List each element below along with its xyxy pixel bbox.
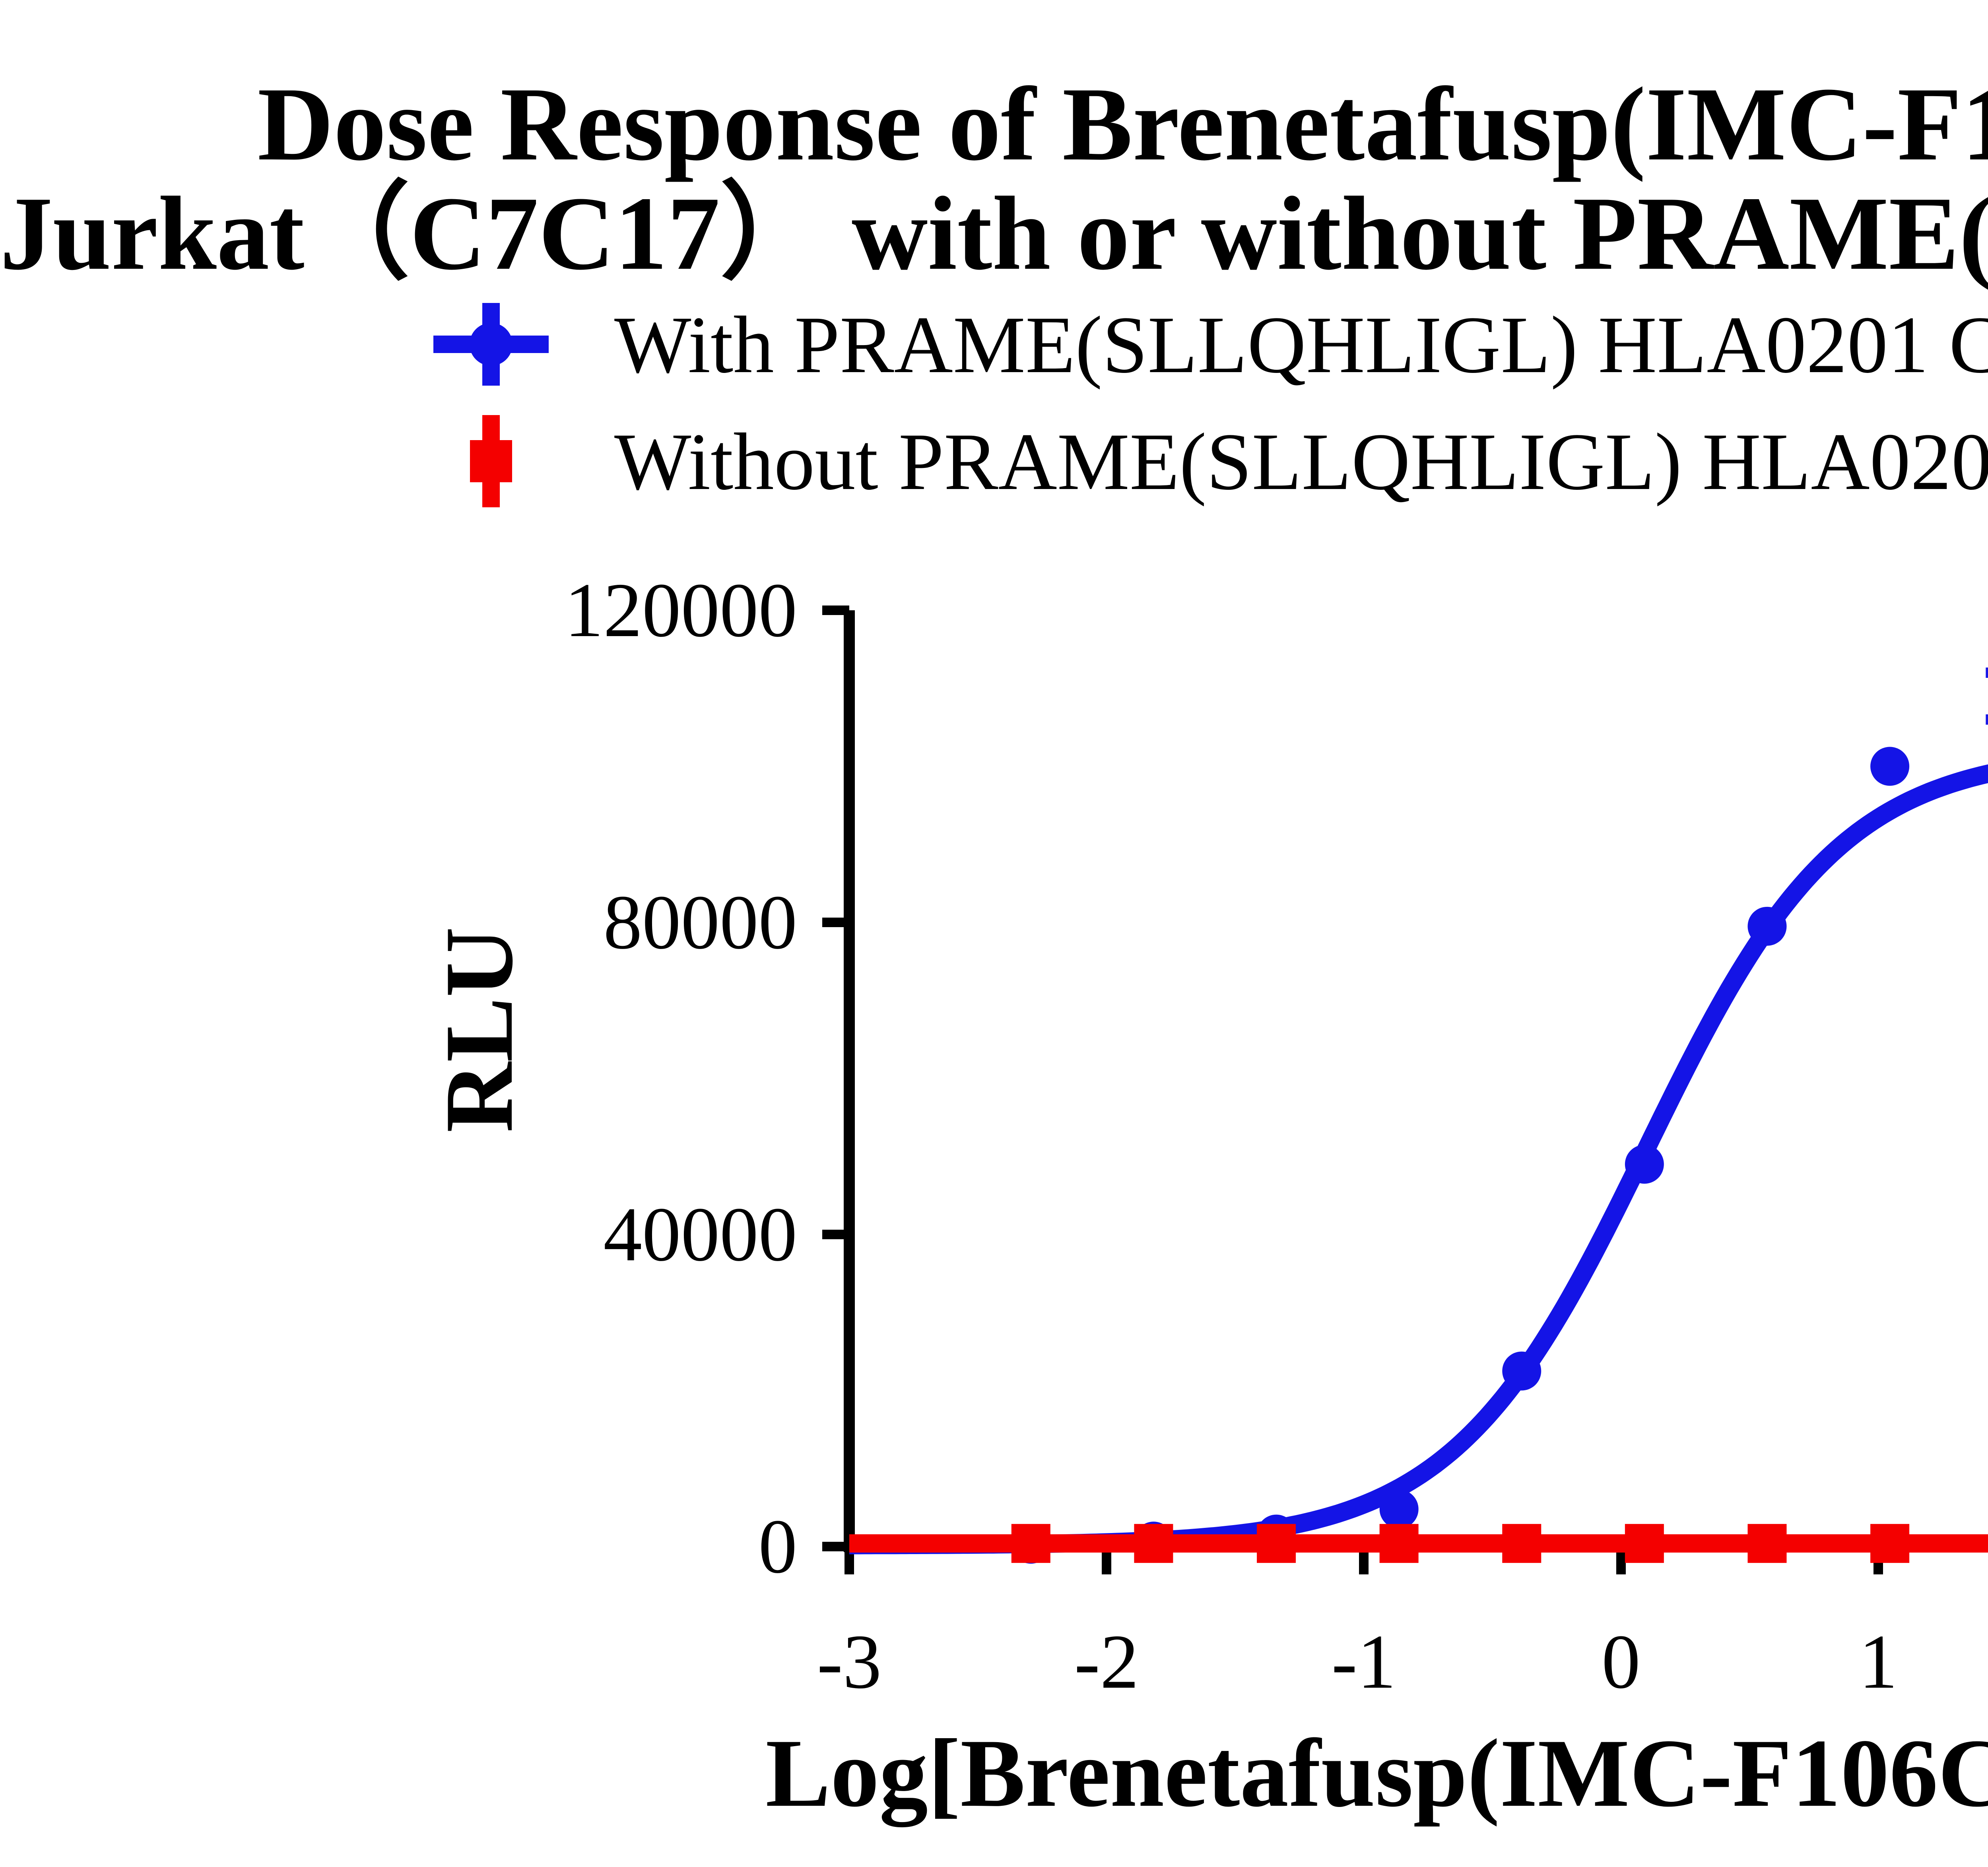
- x-tick-label-1: 1: [1859, 1619, 1898, 1705]
- fit-curve-with-prame: [845, 764, 1988, 1555]
- x-tick-label-0: 0: [1602, 1619, 1640, 1705]
- legend-key-square-icon: [470, 440, 512, 482]
- legend-key-circle-icon: [470, 323, 513, 366]
- data-point-without-prame: [1747, 1524, 1787, 1563]
- data-point-without-prame: [1625, 1524, 1664, 1563]
- x-axis-title: Log[Brenetafusp(IMC-F106C)] ng/ml: [765, 1719, 1988, 1827]
- data-point-without-prame: [1379, 1524, 1419, 1563]
- data-point-with-prame: [1747, 906, 1787, 946]
- data-point-with-prame: [1870, 747, 1910, 786]
- x-tick-label--1: -1: [1331, 1619, 1396, 1705]
- legend-label-without-prame: Without PRAME(SLLQHLIGL) HLA0201 CHO, EC…: [614, 417, 1988, 507]
- y-tick-label-80000: 80000: [603, 879, 798, 965]
- chart-title-line1: Dose Response of Brenetafusp(IMC-F106C) …: [257, 66, 1988, 182]
- data-point-without-prame: [1870, 1524, 1910, 1563]
- x-tick-label--3: -3: [817, 1619, 882, 1705]
- data-point-without-prame: [1134, 1524, 1173, 1563]
- data-point-without-prame: [1257, 1524, 1296, 1563]
- data-point-with-prame: [1379, 1489, 1419, 1529]
- y-tick-label-0: 0: [758, 1504, 798, 1589]
- y-axis-title: RLU: [425, 927, 533, 1133]
- data-point-without-prame: [1011, 1524, 1050, 1563]
- y-tick-label-120000: 120000: [565, 567, 797, 653]
- chart-title-line2: Jurkat（C7C17） with or without PRAME(SLLQ…: [0, 175, 1988, 292]
- legend-label-with-prame: With PRAME(SLLQHLIGL) HLA0201 CHO, EC50 …: [614, 300, 1988, 390]
- x-tick-label--2: -2: [1074, 1619, 1139, 1705]
- data-point-with-prame: [1625, 1145, 1664, 1184]
- data-point-without-prame: [1502, 1524, 1541, 1563]
- data-point-with-prame: [1502, 1351, 1541, 1391]
- y-tick-label-40000: 40000: [603, 1192, 798, 1277]
